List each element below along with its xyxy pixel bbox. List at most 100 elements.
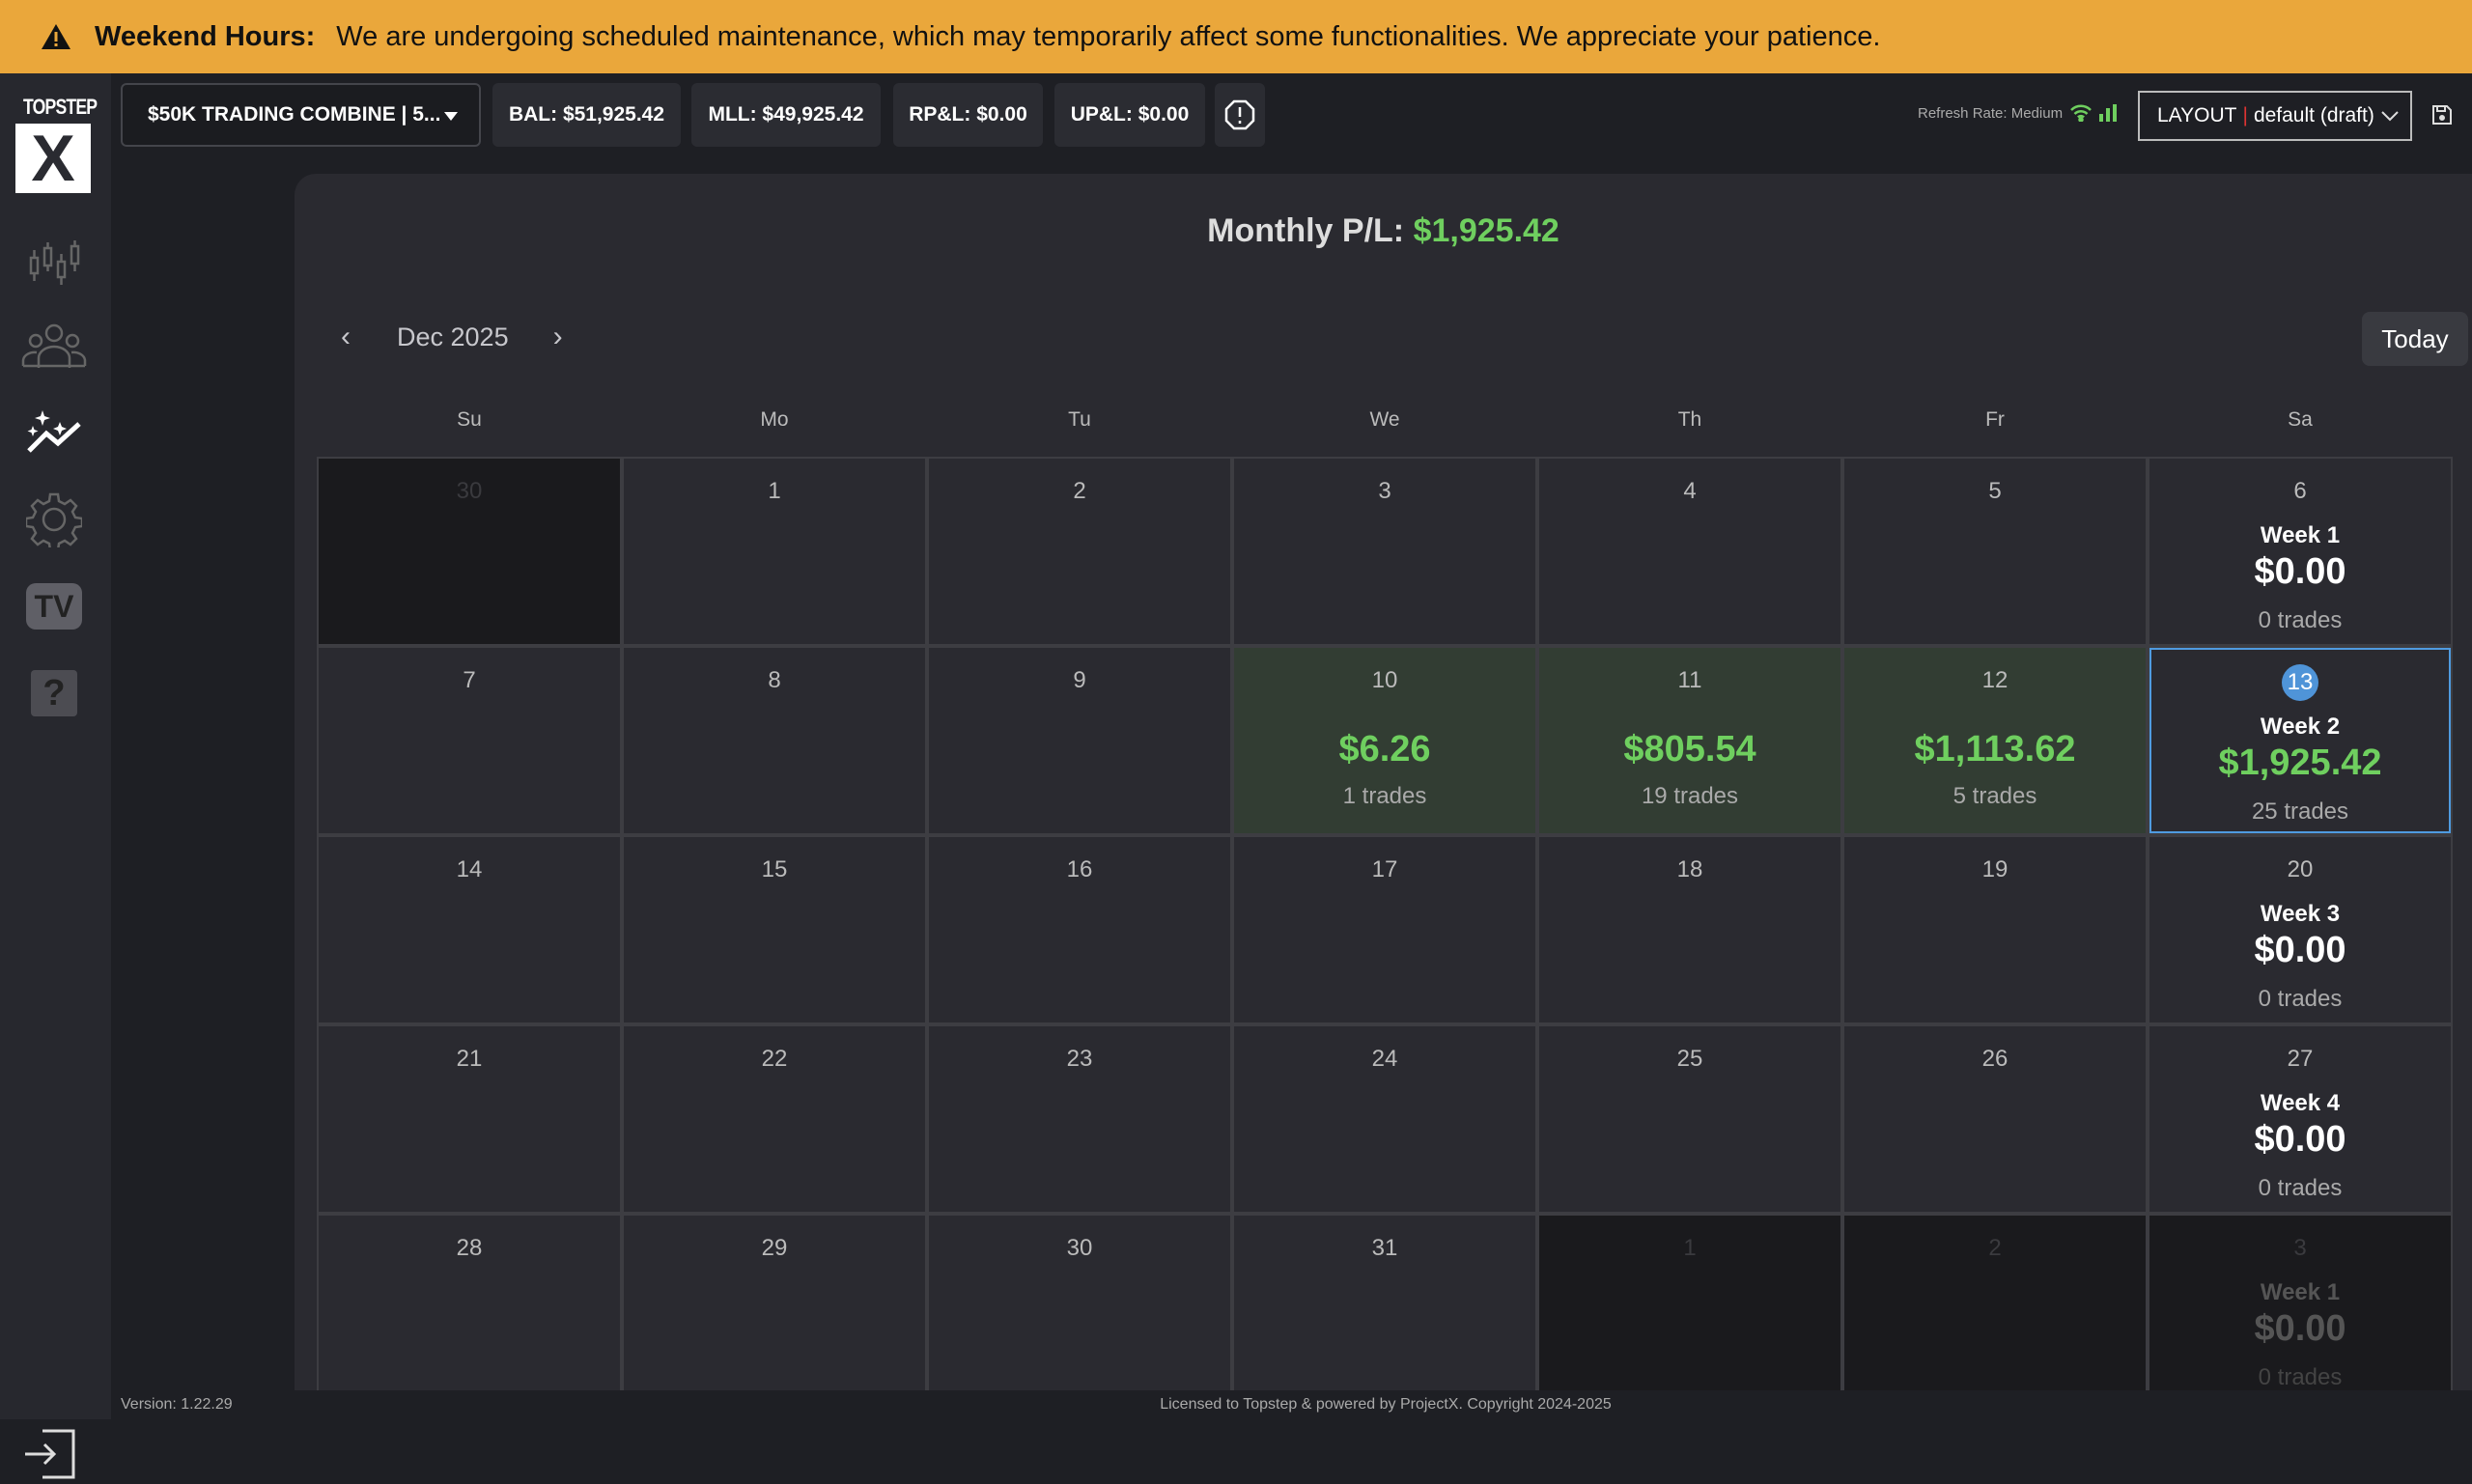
day-number: 30: [1066, 1235, 1093, 1261]
refresh-rate-label: Refresh Rate: Medium: [1918, 104, 2064, 122]
calendar-day[interactable]: 2: [1842, 1214, 2148, 1390]
day-trades: 1 trades: [1342, 783, 1427, 809]
day-number: 8: [768, 667, 781, 693]
calendar-day[interactable]: 17: [1232, 835, 1537, 1024]
monthly-pnl-value: $1,925.42: [1413, 212, 1559, 249]
day-number: 27: [2287, 1046, 2314, 1072]
tv-icon[interactable]: TV: [21, 577, 87, 635]
week-trades: 0 trades: [2258, 1175, 2343, 1201]
footer: Version: 1.22.29 Licensed to Topstep & p…: [0, 1390, 2472, 1419]
logout-icon[interactable]: [23, 1429, 77, 1484]
day-number: 30: [456, 478, 483, 504]
weekday-header: Th: [1677, 408, 1702, 431]
calendar-day[interactable]: 10 $6.26 1 trades: [1232, 646, 1537, 835]
day-number: 4: [1683, 478, 1697, 504]
day-number: 16: [1066, 856, 1093, 882]
topstep-logo[interactable]: TOPSTEP X: [15, 95, 98, 193]
day-number: 14: [456, 856, 483, 882]
today-badge: 13: [2282, 664, 2318, 701]
month-navigation: ‹ Dec 2025 ›: [333, 321, 571, 353]
calendar-day[interactable]: 28: [317, 1214, 622, 1390]
week-total: $0.00: [2254, 930, 2346, 970]
calendar-day[interactable]: 1: [622, 457, 927, 646]
week-trades: 0 trades: [2258, 986, 2343, 1012]
week-total: $0.00: [2254, 1308, 2346, 1349]
account-selector[interactable]: $50K TRADING COMBINE | 5...: [121, 83, 481, 147]
tv-label: TV: [26, 583, 82, 630]
calendar-day[interactable]: 2: [927, 457, 1232, 646]
calendar-day[interactable]: 25: [1537, 1024, 1842, 1214]
calendar-day[interactable]: 15: [622, 835, 927, 1024]
today-button[interactable]: Today: [2362, 312, 2468, 366]
unrealized-pnl-stat: UP&L: $0.00: [1054, 83, 1205, 147]
prev-month-button[interactable]: ‹: [341, 321, 351, 352]
day-number: 23: [1066, 1046, 1093, 1072]
day-number: 9: [1073, 667, 1086, 693]
calendar-day[interactable]: 11 $805.54 19 trades: [1537, 646, 1842, 835]
version: Version: 1.22.29: [121, 1396, 233, 1413]
calendar-day[interactable]: 4: [1537, 457, 1842, 646]
day-number: 2: [1073, 478, 1086, 504]
refresh-rate: Refresh Rate: Medium: [1918, 104, 2118, 122]
calendar-day[interactable]: 30: [317, 457, 622, 646]
chevron-down-icon: [2381, 111, 2399, 122]
day-number: 26: [1981, 1046, 2008, 1072]
calendar-day[interactable]: 31: [1232, 1214, 1537, 1390]
calendar-day[interactable]: 3: [1232, 457, 1537, 646]
gear-icon[interactable]: [21, 490, 87, 548]
help-icon[interactable]: ?: [21, 664, 87, 722]
save-icon[interactable]: [2431, 104, 2453, 126]
calendar-day[interactable]: 21: [317, 1024, 622, 1214]
calendar-day[interactable]: 19: [1842, 835, 2148, 1024]
calendar-grid: 30 1 2 3 4 5 6 Week 1 $0.00 0 trades 7 8 9 10 $6.26 1 t…: [317, 457, 2453, 1390]
calendar-day[interactable]: 22: [622, 1024, 927, 1214]
calendar-day[interactable]: 9: [927, 646, 1232, 835]
day-number: 15: [761, 856, 788, 882]
users-group-icon[interactable]: [21, 317, 87, 375]
day-number: 3: [2293, 1235, 2307, 1261]
calendar-day[interactable]: 26: [1842, 1024, 2148, 1214]
calendar-day[interactable]: 18: [1537, 835, 1842, 1024]
calendar-day[interactable]: 6 Week 1 $0.00 0 trades: [2148, 457, 2453, 646]
calendar-day[interactable]: 30: [927, 1214, 1232, 1390]
calendar-day[interactable]: 23: [927, 1024, 1232, 1214]
weekday-header: We: [1369, 408, 1400, 431]
day-number: 24: [1371, 1046, 1398, 1072]
calendar-day[interactable]: 16: [927, 835, 1232, 1024]
layout-separator: |: [2242, 104, 2248, 126]
week-label: Week 4: [2260, 1090, 2341, 1116]
next-month-button[interactable]: ›: [552, 321, 563, 352]
weekday-header: Su: [457, 408, 482, 431]
calendar-day[interactable]: 1: [1537, 1214, 1842, 1390]
week-label: Week 1: [2260, 522, 2341, 548]
calendar-day[interactable]: 3 Week 1 $0.00 0 trades: [2148, 1214, 2453, 1390]
day-number: 5: [1988, 478, 2002, 504]
day-number: 3: [1378, 478, 1391, 504]
weekday-header: Mo: [760, 408, 789, 431]
day-number: 19: [1981, 856, 2008, 882]
layout-select[interactable]: LAYOUT | default (draft): [2138, 91, 2412, 141]
calendar-day[interactable]: 29: [622, 1214, 927, 1390]
day-number: 11: [1677, 667, 1702, 693]
alert-button[interactable]: [1215, 83, 1265, 147]
realized-pnl-stat: RP&L: $0.00: [893, 83, 1043, 147]
calendar-day[interactable]: 13 Week 2 $1,925.42 25 trades: [2149, 648, 2451, 833]
day-number: 13: [2151, 664, 2449, 701]
calendar-day[interactable]: 24: [1232, 1024, 1537, 1214]
calendar-day[interactable]: 14: [317, 835, 622, 1024]
banner-title: Weekend Hours:: [95, 20, 316, 52]
week-label: Week 3: [2260, 901, 2341, 927]
calendar-day[interactable]: 12 $1,113.62 5 trades: [1842, 646, 2148, 835]
calendar-day[interactable]: 7: [317, 646, 622, 835]
sidebar: TOPSTEP X TV ?: [0, 73, 111, 1479]
calendar-day[interactable]: 20 Week 3 $0.00 0 trades: [2148, 835, 2453, 1024]
mll-stat: MLL: $49,925.42: [691, 83, 881, 147]
candlestick-chart-icon[interactable]: [21, 236, 87, 294]
calendar-day[interactable]: 5: [1842, 457, 2148, 646]
day-number: 1: [768, 478, 781, 504]
sparkle-trend-icon[interactable]: [21, 402, 87, 460]
calendar-day[interactable]: 8: [622, 646, 927, 835]
calendar-day[interactable]: 27 Week 4 $0.00 0 trades: [2148, 1024, 2453, 1214]
day-trades: 19 trades: [1641, 783, 1739, 809]
weekday-header: Tu: [1068, 408, 1091, 431]
